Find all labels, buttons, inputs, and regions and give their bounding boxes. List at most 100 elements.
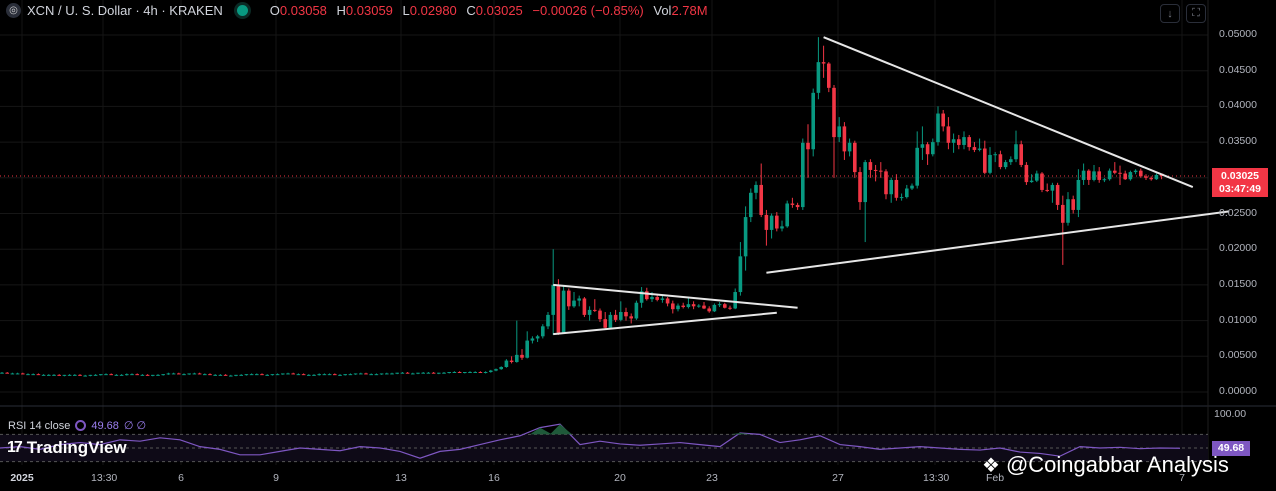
candle (317, 373, 321, 376)
candle-body (842, 126, 847, 152)
volume-label: Vol (653, 3, 672, 18)
candle-body (239, 374, 243, 376)
candle (405, 372, 410, 374)
candle (483, 371, 488, 374)
candles (0, 37, 1164, 377)
trendline[interactable] (553, 283, 798, 309)
candle-body (431, 372, 436, 374)
rsi-legend[interactable]: RSI 14 close 49.68 ∅ ∅ (8, 419, 146, 433)
symbol-title[interactable]: XCN / U. S. Dollar · 4h · KRAKEN (27, 3, 223, 18)
candle (530, 336, 535, 344)
candle-body (1149, 177, 1153, 180)
candle-body (686, 304, 691, 308)
candle (114, 374, 119, 376)
price-tick: 0.03500 (1219, 135, 1257, 148)
candle-body (489, 370, 493, 373)
candle-body (307, 374, 311, 376)
price-tick: 0.05000 (1219, 28, 1257, 40)
fullscreen-button[interactable]: ⛶ (1186, 4, 1206, 23)
candle-body (442, 372, 446, 374)
candle (1055, 182, 1060, 210)
candle (322, 373, 327, 376)
rsi-overbought-fill (730, 433, 752, 435)
candle (639, 287, 644, 308)
time-tick: 20 (614, 472, 626, 484)
candle (556, 279, 561, 335)
candle (1097, 167, 1101, 183)
candle (1003, 159, 1008, 170)
candle (1035, 170, 1039, 183)
candle (1144, 174, 1148, 180)
tradingview-wordmark: TradingView (26, 438, 127, 457)
candle-body (541, 326, 545, 337)
candle-body (863, 162, 867, 203)
candle-body (15, 373, 20, 375)
candle (208, 373, 212, 376)
candle-body (67, 374, 72, 376)
candle (135, 373, 139, 376)
candle (437, 372, 441, 375)
candle-body (1050, 184, 1055, 191)
time-tick: 13:30 (923, 472, 950, 484)
candle (525, 331, 529, 359)
candle-body (135, 374, 139, 376)
candle-body (187, 373, 191, 375)
tradingview-logo[interactable]: 17 TradingView (7, 438, 127, 458)
candle (249, 373, 254, 376)
candle (52, 374, 56, 376)
candle-body (405, 372, 410, 374)
candle (1019, 140, 1023, 168)
candle (255, 373, 259, 376)
candle (572, 292, 576, 308)
candle (494, 368, 498, 372)
trendline[interactable] (766, 210, 1230, 274)
candle-body (99, 374, 103, 376)
candle (957, 134, 961, 150)
candle-body (41, 374, 46, 376)
candle-body (1035, 173, 1039, 181)
candle-body (785, 203, 789, 227)
candle-body (1092, 171, 1096, 180)
candle (676, 303, 680, 312)
candle (1128, 170, 1133, 181)
candle (468, 371, 472, 374)
candle-body (400, 372, 405, 374)
candle (265, 374, 269, 376)
candle (629, 313, 633, 324)
candle (603, 312, 607, 330)
candle-body (109, 374, 113, 376)
candle-body (218, 374, 223, 376)
candle-body (468, 372, 472, 374)
candle (229, 374, 233, 377)
candle (962, 131, 966, 150)
candle (400, 372, 405, 374)
rsi-line (0, 423, 1181, 459)
current-price-label: 0.03025 03:47:49 (1212, 168, 1268, 197)
candle (15, 372, 20, 375)
trendline[interactable] (553, 311, 777, 336)
candle-body (775, 215, 779, 229)
candle (442, 372, 446, 374)
candle (759, 163, 763, 218)
candle-body (364, 373, 368, 375)
candle (613, 309, 618, 323)
candle (473, 371, 477, 374)
candle (234, 374, 238, 377)
candle-body (925, 144, 930, 155)
candle-body (723, 304, 727, 308)
candle (301, 373, 306, 376)
candle (125, 373, 129, 376)
candle-body (910, 185, 914, 189)
candle-body (634, 302, 639, 319)
rsi-settings-icon[interactable] (75, 420, 87, 431)
time-tick: 23 (706, 472, 718, 484)
candle-body (957, 139, 961, 145)
candle (67, 374, 72, 376)
rsi-overbought-fill (550, 424, 572, 435)
candle (998, 150, 1003, 170)
trendline[interactable] (823, 36, 1194, 189)
candle (281, 373, 285, 375)
scroll-to-latest-button[interactable]: ↓ (1160, 4, 1180, 23)
candle-body (88, 374, 93, 376)
